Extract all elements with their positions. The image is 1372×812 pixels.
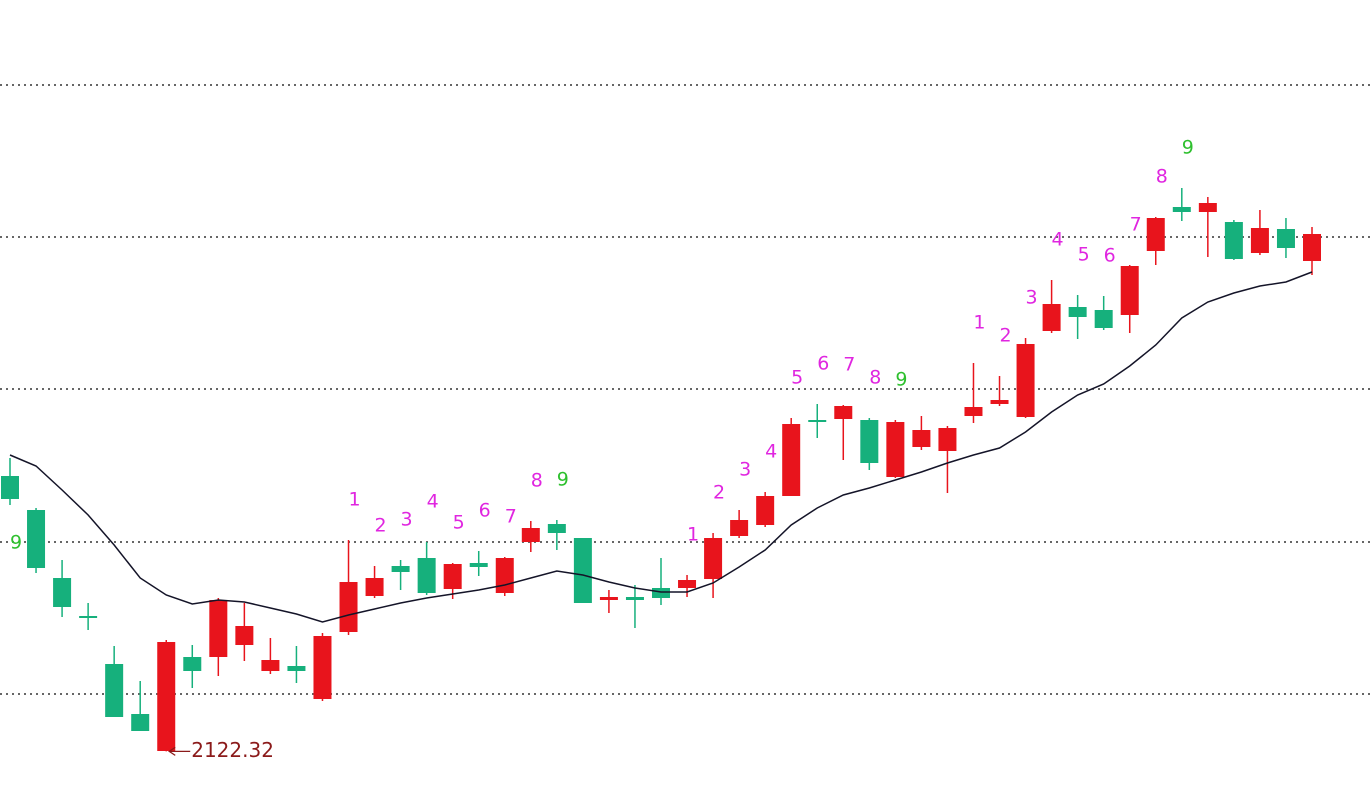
candle-body	[79, 616, 98, 618]
candle-body	[443, 564, 462, 589]
candle-body	[157, 642, 176, 751]
td-count: 3	[1026, 287, 1038, 309]
td-count: 6	[1104, 245, 1116, 267]
candle-body	[209, 600, 228, 657]
candle-body	[339, 582, 358, 632]
candle-body	[1250, 228, 1269, 253]
td-count: 7	[505, 506, 517, 528]
candle-body	[782, 424, 801, 496]
candle-body	[1146, 218, 1165, 251]
td-count: 4	[427, 491, 439, 513]
candle-body	[1, 476, 19, 499]
candle-body	[652, 588, 670, 598]
candle-body	[860, 420, 879, 463]
td-count: 1	[973, 312, 985, 334]
candle-body	[235, 626, 254, 645]
td-count: 5	[791, 367, 803, 389]
candle-body	[938, 428, 957, 451]
td-count: 9	[557, 469, 569, 491]
candle-body	[287, 666, 306, 671]
moving-average	[9, 271, 1313, 623]
low-arrow-head	[168, 746, 176, 756]
candle-body	[313, 636, 332, 699]
candle-body	[599, 597, 618, 600]
td-count: 5	[1078, 244, 1090, 266]
candle-body	[834, 406, 853, 419]
candle-body	[365, 578, 384, 596]
candle-body	[756, 496, 775, 525]
td-count: 8	[1156, 166, 1168, 188]
candle-body	[1172, 207, 1191, 212]
candle-body	[183, 657, 202, 671]
candle-body	[678, 580, 697, 588]
candle-body	[53, 578, 72, 607]
candle-body	[808, 420, 827, 422]
candle-body	[391, 566, 410, 572]
candle-body	[27, 510, 46, 568]
candle-body	[261, 660, 280, 671]
candle-body	[417, 558, 436, 593]
candle-body	[886, 422, 905, 477]
low-label: 2122.32	[191, 738, 274, 762]
td-count: 9	[10, 532, 22, 554]
candle-body	[573, 538, 592, 603]
td-count: 3	[739, 459, 751, 481]
candle-body	[1303, 234, 1321, 261]
candle-body	[1016, 344, 1035, 417]
candle-body	[1120, 266, 1139, 315]
candle-body	[1068, 307, 1087, 317]
candle-body	[625, 597, 644, 600]
td-count: 5	[453, 512, 465, 534]
candle-body	[990, 400, 1009, 404]
td-count: 1	[687, 524, 699, 546]
candle-body	[704, 538, 723, 579]
td-count: 2	[999, 325, 1011, 347]
td-count: 7	[843, 354, 855, 376]
td-count: 6	[817, 353, 829, 375]
td-count: 1	[348, 489, 360, 511]
candle-body	[912, 430, 931, 447]
candle-body	[469, 563, 488, 567]
candle-body	[1224, 222, 1243, 259]
candle-body	[131, 714, 150, 731]
td-count: 2	[713, 482, 725, 504]
td-count: 9	[1182, 137, 1194, 159]
candle-body	[547, 524, 566, 533]
td-count: 3	[401, 509, 413, 531]
candle-body	[730, 520, 749, 536]
td-count: 7	[1130, 214, 1142, 236]
td-count: 4	[1052, 229, 1064, 251]
candle-body	[1276, 229, 1295, 248]
td-count: 4	[765, 441, 777, 463]
candle-body	[964, 407, 983, 416]
candle-body	[521, 528, 540, 542]
candle-body	[1094, 310, 1113, 328]
td-count: 8	[869, 367, 881, 389]
td-count: 6	[479, 500, 491, 522]
candle-body	[1198, 203, 1217, 212]
td-count: 8	[531, 470, 543, 492]
td-count: 2	[375, 515, 387, 537]
td-count: 9	[895, 369, 907, 391]
candle-body	[105, 664, 124, 717]
candle-body	[1042, 304, 1061, 331]
candle-body	[495, 558, 514, 593]
